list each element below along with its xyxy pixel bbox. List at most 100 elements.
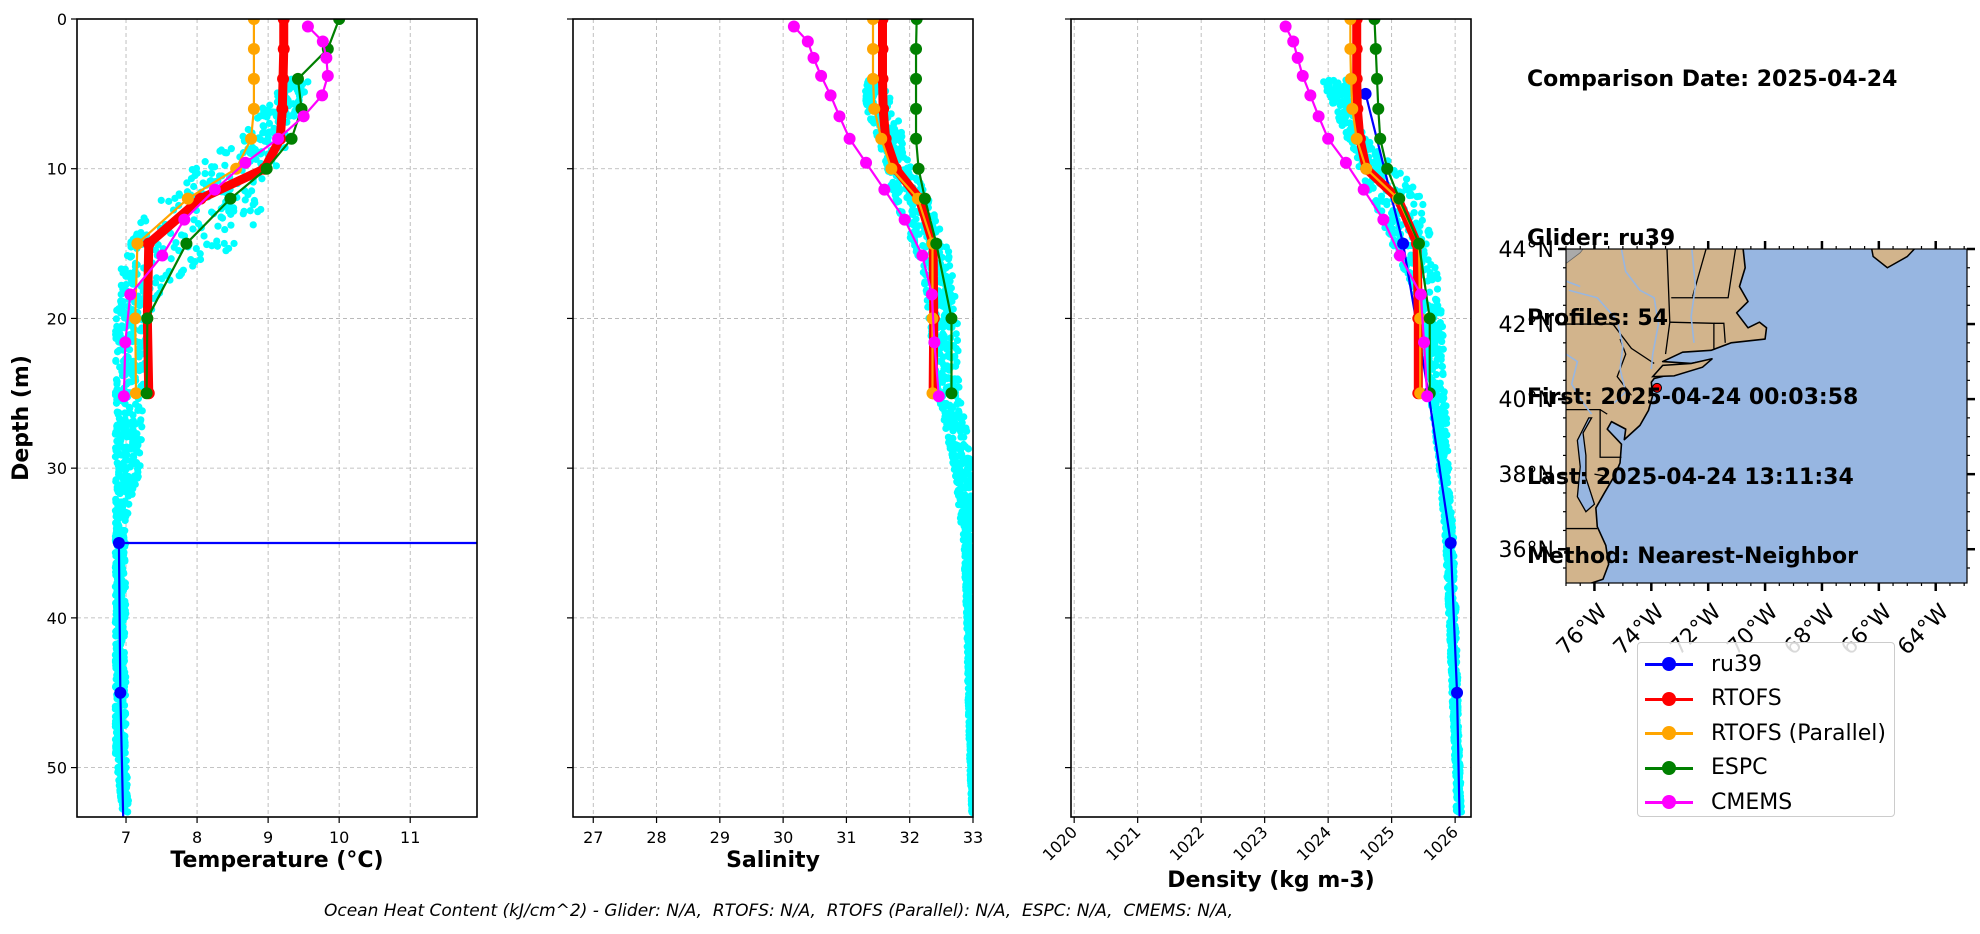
glider-scatter-point — [1437, 385, 1445, 393]
glider-scatter-point — [967, 724, 973, 732]
glider-scatter-point — [1445, 464, 1453, 473]
glider-scatter-point — [1403, 175, 1411, 183]
x-axis-label: Density (kg m-3) — [1167, 868, 1375, 893]
glider-scatter-point — [200, 232, 208, 240]
glider-scatter-point — [967, 669, 973, 677]
glider-scatter-point — [1438, 322, 1447, 331]
series-marker-cmems — [916, 249, 929, 262]
glider-scatter-point — [1323, 87, 1331, 95]
glider-scatter-point — [122, 455, 130, 464]
series-line-rtofs — [1352, 19, 1423, 394]
series-marker-cmems — [878, 183, 891, 196]
glider-scatter-point — [906, 198, 914, 206]
series-marker-espc — [930, 237, 943, 250]
glider-scatter-point — [958, 450, 966, 458]
glider-scatter-point — [222, 247, 230, 255]
series-marker-espc — [1393, 192, 1406, 205]
glider-scatter-point — [165, 197, 173, 205]
glider-scatter-point — [192, 244, 200, 253]
glider-scatter-point — [207, 208, 216, 216]
glider-scatter-point — [285, 85, 293, 93]
glider-scatter-point — [117, 433, 125, 441]
glider-scatter-point — [898, 145, 906, 153]
glider-scatter-point — [170, 243, 178, 251]
x-tick-label: 8 — [192, 828, 202, 847]
legend-label: ESPC — [1711, 755, 1768, 781]
glider-scatter-point — [937, 344, 945, 352]
series-marker-espc — [291, 72, 304, 85]
series-marker-rtofs-parallel- — [1344, 19, 1357, 25]
glider-scatter-point — [965, 699, 973, 707]
series-marker-rtofs-parallel- — [875, 132, 888, 145]
glider-scatter-point — [134, 435, 142, 443]
glider-scatter-point — [1369, 183, 1377, 192]
map-lat-label: 36°N — [1499, 538, 1554, 563]
glider-scatter-point — [939, 323, 947, 332]
glider-scatter-point — [123, 781, 131, 789]
info-spacer — [1527, 147, 1897, 174]
glider-scatter-point — [118, 307, 127, 315]
x-tick-label: 1023 — [1229, 822, 1271, 864]
series-marker-cmems — [928, 336, 941, 349]
plot-area — [787, 19, 973, 817]
series-line-ru39 — [117, 541, 477, 817]
glider-scatter-point — [967, 576, 973, 584]
glider-scatter-point — [269, 108, 277, 116]
glider-scatter-point — [962, 608, 971, 616]
series-marker-rtofs-parallel- — [1360, 162, 1373, 175]
legend-label: CMEMS — [1711, 789, 1793, 815]
legend-swatch — [1645, 760, 1693, 776]
glider-scatter-point — [953, 336, 962, 345]
glider-scatter-point — [230, 239, 238, 248]
glider-scatter-point — [957, 433, 965, 441]
series-marker-cmems — [860, 156, 873, 169]
series-marker-espc — [910, 72, 923, 85]
legend-item-espc: ESPC — [1638, 751, 1894, 786]
glider-scatter-point — [113, 743, 121, 751]
series-marker-cmems — [932, 390, 945, 403]
series-marker-cmems — [297, 110, 310, 123]
glider-scatter-point — [1430, 272, 1438, 280]
series-marker-rtofs-parallel- — [867, 42, 879, 55]
glider-scatter-point — [1442, 442, 1450, 450]
glider-scatter-point — [121, 497, 129, 505]
map-lat-label: 42°N — [1499, 313, 1554, 338]
glider-scatter-point — [1366, 143, 1374, 151]
glider-scatter-point — [135, 366, 143, 375]
series-marker-cmems — [843, 132, 856, 145]
series-marker-rtofs-parallel- — [1346, 102, 1359, 115]
land-mass — [1566, 249, 1768, 583]
glider-scatter-point — [126, 404, 134, 412]
glider-scatter-point — [115, 464, 123, 473]
glider-scatter-point — [954, 488, 962, 497]
glider-scatter-point — [127, 433, 135, 441]
series-marker-cmems — [1279, 20, 1292, 33]
glider-scatter-point — [894, 117, 903, 125]
map-frame — [1565, 248, 1968, 584]
glider-scatter-point — [119, 443, 127, 451]
series-marker-cmems — [316, 35, 329, 48]
series-line-espc — [914, 19, 953, 394]
series-marker-ru39 — [1359, 87, 1372, 100]
series-marker-rtofs-parallel- — [885, 162, 898, 175]
series-marker-rtofs — [876, 72, 889, 85]
glider-scatter-point — [959, 483, 967, 491]
series-marker-cmems — [1304, 89, 1317, 102]
glider-scatter-point — [1438, 337, 1446, 346]
glider-scatter-point — [1446, 508, 1454, 517]
glider-scatter-point — [112, 357, 120, 365]
glider-scatter-point — [956, 413, 965, 421]
river — [1690, 249, 1697, 343]
series-marker-espc — [1369, 42, 1382, 55]
series-marker-espc — [1368, 19, 1381, 25]
glider-scatter-point — [965, 592, 973, 600]
series-marker-cmems — [316, 89, 329, 102]
series-marker-cmems — [272, 132, 285, 145]
series-marker-cmems — [239, 156, 252, 169]
series-marker-rtofs-parallel- — [245, 132, 258, 145]
glider-scatter-point — [190, 216, 198, 224]
series-marker-espc — [945, 387, 958, 400]
glider-scatter-point — [113, 348, 122, 356]
glider-scatter-point — [120, 675, 128, 684]
glider-scatter-point — [964, 562, 972, 571]
